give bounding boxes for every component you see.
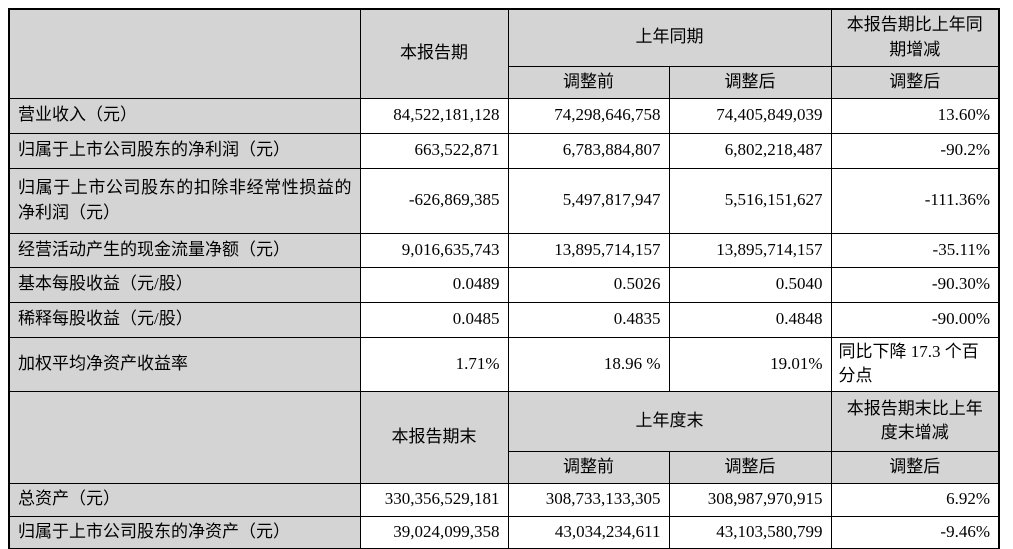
header-prior-year-end-group: 上年度末: [507, 390, 832, 452]
cell-before-adjust: 0.5026: [507, 266, 670, 303]
header-current-period-end: 本报告期末: [359, 390, 509, 484]
subheader-after-adjust: 调整后: [668, 450, 832, 484]
header-prior-period-group: 上年同期: [507, 8, 832, 67]
section2-subheader-row: 调整前 调整后 调整后: [9, 450, 1000, 484]
table-row-diluted-eps: 稀释每股收益（元/股） 0.0485 0.4835 0.4848 -90.00%: [8, 301, 1000, 338]
cell-after-adjust: 43,103,580,799: [668, 515, 832, 549]
cell-after-adjust: 0.4848: [668, 301, 832, 338]
cell-change: -90.2%: [830, 132, 1000, 169]
cell-before-adjust: 74,298,646,758: [507, 97, 670, 134]
header-current-period: 本报告期: [359, 8, 509, 99]
cell-before-adjust: 13,895,714,157: [507, 232, 670, 268]
subheader-change-after-adjust: 调整后: [830, 450, 1000, 484]
cell-after-adjust: 13,895,714,157: [668, 232, 832, 268]
row-label: 归属于上市公司股东的扣除非经常性损益的净利润（元）: [8, 167, 361, 234]
subheader-change-after-adjust: 调整后: [830, 65, 1000, 99]
cell-change: -90.30%: [830, 266, 1000, 303]
cell-before-adjust: 0.4835: [507, 301, 670, 338]
header-change-group-end: 本报告期末比上年度末增减: [830, 390, 1000, 452]
row-label: 基本每股收益（元/股）: [8, 266, 361, 303]
cell-change: -35.11%: [830, 232, 1000, 268]
table-row-operating-cash-flow: 经营活动产生的现金流量净额（元） 9,016,635,743 13,895,71…: [8, 232, 1000, 268]
cell-current-period: 663,522,871: [359, 132, 509, 169]
cell-after-adjust: 74,405,849,039: [668, 97, 832, 134]
table-row-net-profit-excl-nonrecurring: 归属于上市公司股东的扣除非经常性损益的净利润（元） -626,869,385 5…: [8, 167, 1000, 234]
cell-before-adjust: 308,733,133,305: [507, 482, 670, 517]
cell-current-period: 0.0489: [359, 266, 509, 303]
row-label: 营业收入（元）: [8, 97, 361, 134]
cell-current-period: 9,016,635,743: [359, 232, 509, 268]
section1-subheader-row: 调整前 调整后 调整后: [9, 65, 1000, 99]
header-change-group: 本报告期比上年同期增减: [830, 8, 1000, 67]
financial-summary-table: 本报告期 上年同期 本报告期比上年同期增减 调整前 调整后 调整后 营业收入（元…: [8, 8, 1000, 549]
cell-after-adjust: 5,516,151,627: [668, 167, 832, 234]
row-label: 稀释每股收益（元/股）: [8, 301, 361, 338]
cell-current-period: 330,356,529,181: [359, 482, 509, 517]
row-label: 归属于上市公司股东的净利润（元）: [8, 132, 361, 169]
table-row-net-assets: 归属于上市公司股东的净资产（元） 39,024,099,358 43,034,2…: [8, 515, 1000, 549]
cell-before-adjust: 6,783,884,807: [507, 132, 670, 169]
cell-current-period: 1.71%: [359, 336, 509, 392]
subheader-after-adjust: 调整后: [668, 65, 832, 99]
table-row-total-assets: 总资产（元） 330,356,529,181 308,733,133,305 3…: [8, 482, 1000, 517]
cell-change: 6.92%: [830, 482, 1000, 517]
cell-current-period: -626,869,385: [359, 167, 509, 234]
cell-current-period: 84,522,181,128: [359, 97, 509, 134]
cell-after-adjust: 6,802,218,487: [668, 132, 832, 169]
cell-change: -111.36%: [830, 167, 1000, 234]
table-row-revenue: 营业收入（元） 84,522,181,128 74,298,646,758 74…: [8, 97, 1000, 134]
corner-blank-cell: [8, 8, 361, 99]
cell-before-adjust: 5,497,817,947: [507, 167, 670, 234]
table-row-weighted-roe: 加权平均净资产收益率 1.71% 18.96 % 19.01% 同比下降 17.…: [8, 336, 1000, 392]
cell-after-adjust: 308,987,970,915: [668, 482, 832, 517]
cell-before-adjust: 18.96 %: [507, 336, 670, 392]
cell-change: 同比下降 17.3 个百分点: [830, 336, 1000, 392]
cell-change: 13.60%: [830, 97, 1000, 134]
table-row-basic-eps: 基本每股收益（元/股） 0.0489 0.5026 0.5040 -90.30%: [8, 266, 1000, 303]
cell-after-adjust: 0.5040: [668, 266, 832, 303]
subheader-before-adjust: 调整前: [507, 450, 670, 484]
cell-before-adjust: 43,034,234,611: [507, 515, 670, 549]
row-label: 加权平均净资产收益率: [8, 336, 361, 392]
section2-header-row: 本报告期末 上年度末 本报告期末比上年度末增减: [8, 390, 1000, 484]
row-label: 归属于上市公司股东的净资产（元）: [8, 515, 361, 549]
corner-blank-cell: [8, 390, 361, 484]
row-label: 经营活动产生的现金流量净额（元）: [8, 232, 361, 268]
table-row-net-profit: 归属于上市公司股东的净利润（元） 663,522,871 6,783,884,8…: [8, 132, 1000, 169]
cell-current-period: 39,024,099,358: [359, 515, 509, 549]
section1-header-row: 本报告期 上年同期 本报告期比上年同期增减: [8, 8, 1000, 99]
row-label: 总资产（元）: [8, 482, 361, 517]
cell-after-adjust: 19.01%: [668, 336, 832, 392]
cell-change: -90.00%: [830, 301, 1000, 338]
subheader-before-adjust: 调整前: [507, 65, 670, 99]
cell-current-period: 0.0485: [359, 301, 509, 338]
cell-change: -9.46%: [830, 515, 1000, 549]
